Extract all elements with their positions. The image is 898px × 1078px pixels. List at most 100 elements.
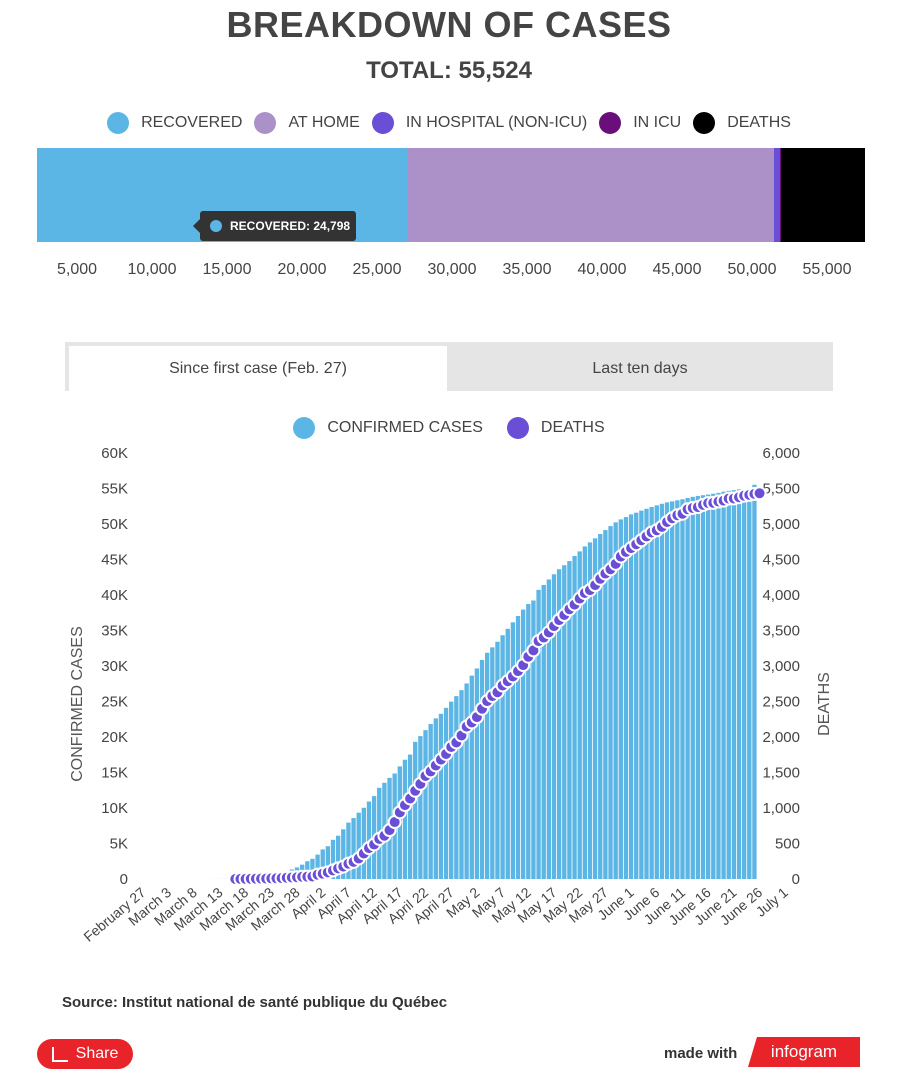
cases-bar <box>685 497 690 879</box>
x-tick-label: 35,000 <box>502 261 552 278</box>
cases-bar <box>706 494 711 879</box>
cases-legend-item[interactable]: DEATHS <box>506 417 605 439</box>
share-label: Share <box>75 1045 119 1062</box>
x-tick-label: 40,000 <box>577 261 627 278</box>
cases-bar <box>613 522 618 879</box>
cases-bar <box>695 495 701 879</box>
y-tick-label: 25K <box>101 694 128 711</box>
x-tick-label: 45,000 <box>652 261 702 278</box>
cases-bar <box>731 490 737 879</box>
tab-bar: Since first case (Feb. 27) Last ten days <box>65 342 833 391</box>
y-tick-label: 45K <box>101 552 128 569</box>
cases-bar <box>490 647 495 879</box>
source-note: Source: Institut national de santé publi… <box>62 994 448 1011</box>
cases-bar <box>325 846 331 879</box>
cases-bar <box>618 519 623 879</box>
legend-label: AT HOME <box>288 114 360 131</box>
segment-in-icu[interactable] <box>780 148 781 242</box>
cases-bar <box>536 589 541 879</box>
share-button[interactable]: Share <box>37 1039 133 1069</box>
breakdown-legend-item[interactable]: DEATHS <box>693 112 791 134</box>
legend-dot-icon <box>506 417 529 439</box>
infogram-logo[interactable]: infogram <box>748 1037 860 1067</box>
cases-bar <box>341 829 346 879</box>
share-icon <box>51 1046 68 1062</box>
cases-bar <box>520 609 526 879</box>
cases-bar <box>608 526 613 879</box>
segment-at-home[interactable] <box>406 148 775 242</box>
cases-bar <box>515 615 521 879</box>
cases-bar <box>587 542 593 879</box>
cases-bar <box>459 690 464 879</box>
y-tick-label: 40K <box>101 587 128 604</box>
cases-bar <box>510 622 516 879</box>
y2-axis-title: DEATHS <box>816 672 833 736</box>
cases-bar <box>690 496 695 879</box>
cases-bar <box>639 510 644 879</box>
cases-bar <box>644 508 649 879</box>
cases-bar <box>700 495 706 879</box>
tooltip-text: RECOVERED: 24,798 <box>230 219 351 233</box>
cases-bar <box>505 628 510 879</box>
y2-tick-label: 5,000 <box>762 516 800 533</box>
x-tick-label: 15,000 <box>202 261 252 278</box>
y-tick-label: 50K <box>101 516 128 533</box>
segment-in-hospital-non-icu[interactable] <box>774 148 781 242</box>
cases-bar <box>320 849 325 879</box>
y2-tick-label: 0 <box>792 871 800 888</box>
y2-tick-label: 6,000 <box>762 445 800 462</box>
breakdown-legend-item[interactable]: RECOVERED <box>107 112 242 134</box>
cases-bar <box>634 512 639 879</box>
cases-bar <box>675 500 680 879</box>
cases-bar <box>680 499 685 879</box>
cases-bar <box>438 713 444 879</box>
cases-bar <box>346 822 351 879</box>
cases-bar <box>433 718 438 879</box>
breakdown-legend-item[interactable]: IN HOSPITAL (NON-ICU) <box>371 112 587 134</box>
legend-dot-icon <box>107 112 130 134</box>
deaths-point <box>752 486 767 501</box>
made-with-text: made with <box>664 1045 738 1062</box>
tab-last-ten-days[interactable]: Last ten days <box>592 359 688 377</box>
y-axis-title: CONFIRMED CASES <box>69 626 86 782</box>
cases-bar <box>356 812 361 879</box>
y2-tick-label: 5,500 <box>762 481 800 498</box>
breakdown-legend-item[interactable]: IN ICU <box>599 112 681 134</box>
cases-bar <box>726 490 731 879</box>
cases-bar <box>449 701 454 879</box>
y-tick-label: 20K <box>101 729 128 746</box>
cases-bar <box>335 835 341 879</box>
cases-bar <box>351 818 356 879</box>
cases-bar <box>418 736 423 879</box>
tab-since-first-case[interactable]: Since first case (Feb. 27) <box>69 346 447 391</box>
cases-bar <box>659 503 665 879</box>
x-tick-label: 10,000 <box>127 261 177 278</box>
cases-bar <box>315 854 320 879</box>
chart-title: BREAKDOWN OF CASES <box>226 4 672 45</box>
legend-dot-icon <box>254 112 277 134</box>
cases-bar <box>541 584 546 879</box>
cases-bar <box>654 505 659 879</box>
cases-bar <box>567 561 572 879</box>
breakdown-legend-item[interactable]: AT HOME <box>254 112 360 134</box>
total-cases: TOTAL: 55,524 <box>366 57 532 84</box>
legend-label: DEATHS <box>540 419 605 436</box>
breakdown-x-axis: 5,000 10,000 15,000 20,000 25,000 30,000 35,00… <box>0 261 898 281</box>
cases-bar <box>577 551 582 879</box>
cases-bar <box>747 487 752 879</box>
segment-deaths[interactable] <box>780 148 865 242</box>
cases-bar <box>670 501 675 879</box>
cases-bar <box>582 546 588 879</box>
cases-bar <box>330 839 336 879</box>
cases-bar <box>556 569 562 879</box>
cases-bar <box>479 660 485 879</box>
breakdown-stacked-bar[interactable] <box>37 148 865 242</box>
cases-bar <box>485 652 490 879</box>
cases-legend-item[interactable]: CONFIRMED CASES <box>293 417 483 439</box>
y-tick-label: 35K <box>101 623 128 640</box>
y-tick-label: 30K <box>101 658 128 675</box>
tooltip-dot-icon <box>210 220 222 232</box>
cases-bar <box>469 675 474 879</box>
cases-bar <box>752 484 757 879</box>
cases-legend: CONFIRMED CASES DEATHS <box>0 417 898 439</box>
